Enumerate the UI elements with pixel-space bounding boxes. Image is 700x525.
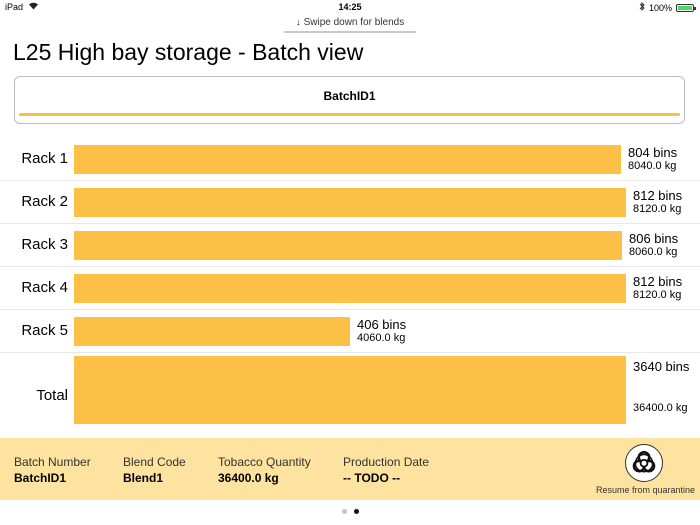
battery-percent: 100% — [648, 2, 672, 13]
rack-kg: 8120.0 kg — [633, 289, 682, 301]
rack-kg: 8120.0 kg — [633, 203, 682, 215]
batch-info-panel: Batch Number BatchID1 Blend Code Blend1 … — [0, 438, 700, 500]
rack-bar — [74, 274, 626, 303]
rack-row-2[interactable]: Rack 2 812 bins 8120.0 kg — [0, 181, 700, 224]
rack-label: Rack 2 — [21, 193, 68, 210]
swipe-handle[interactable] — [284, 31, 416, 33]
total-bins: 3640 bins — [633, 359, 690, 374]
rack-bins: 812 bins — [633, 274, 683, 289]
batch-number-label: Batch Number — [14, 455, 91, 469]
rack-kg: 4060.0 kg — [357, 332, 406, 344]
rack-bar — [74, 317, 350, 346]
tobacco-quantity-field: Tobacco Quantity 36400.0 kg — [218, 455, 311, 485]
resume-quarantine-control[interactable]: Resume from quarantine — [596, 444, 696, 495]
resume-quarantine-label: Resume from quarantine — [596, 485, 696, 495]
rack-row-1[interactable]: Rack 1 804 bins 8040.0 kg — [0, 138, 700, 181]
production-date-label: Production Date — [343, 455, 430, 469]
blend-code-label: Blend Code — [123, 455, 186, 469]
production-date-field: Production Date -- TODO -- — [343, 455, 429, 485]
blend-code-field: Blend Code Blend1 — [123, 455, 186, 485]
status-time: 14:25 — [338, 2, 362, 12]
rack-row-5[interactable]: Rack 5 406 bins 4060.0 kg — [0, 310, 700, 353]
bluetooth-icon — [639, 1, 645, 13]
blend-code-value: Blend1 — [123, 471, 164, 485]
rack-bins: 812 bins — [633, 188, 683, 203]
batch-card-label: BatchID1 — [323, 89, 376, 103]
batch-card[interactable]: BatchID1 — [14, 76, 685, 124]
status-bar: iPad 14:25 100% — [0, 0, 700, 16]
rack-kg: 8060.0 kg — [629, 246, 678, 258]
rack-bar — [74, 188, 626, 217]
rack-label: Rack 1 — [21, 150, 68, 167]
rack-bins: 804 bins — [628, 145, 678, 160]
rack-bins: 406 bins — [357, 317, 407, 332]
batch-card-accent — [19, 113, 680, 116]
rack-bar — [74, 145, 621, 174]
swipe-hint[interactable]: ↓ Swipe down for blends — [295, 17, 405, 28]
rack-bar — [74, 231, 622, 260]
rack-label: Rack 3 — [21, 236, 68, 253]
total-kg: 36400.0 kg — [633, 402, 688, 414]
total-bar — [74, 356, 626, 424]
rack-label: Rack 5 — [21, 322, 68, 339]
batch-number-field: Batch Number BatchID1 — [14, 455, 91, 485]
biohazard-icon — [632, 451, 656, 473]
device-name: iPad — [5, 2, 24, 12]
rack-label: Rack 4 — [21, 279, 68, 296]
tobacco-quantity-label: Tobacco Quantity — [218, 455, 311, 469]
rack-kg: 8040.0 kg — [628, 160, 677, 172]
page-indicator[interactable] — [0, 509, 700, 514]
page-dot-2[interactable] — [353, 509, 359, 514]
page-dot-1[interactable] — [341, 509, 347, 514]
total-label: Total — [36, 387, 68, 404]
production-date-value: -- TODO -- — [343, 471, 401, 485]
rack-list: Rack 1 804 bins 8040.0 kg Rack 2 812 bin… — [0, 138, 700, 443]
battery-icon — [676, 3, 696, 12]
rack-row-4[interactable]: Rack 4 812 bins 8120.0 kg — [0, 267, 700, 310]
page-title: L25 High bay storage - Batch view — [13, 39, 364, 65]
resume-quarantine-button[interactable] — [625, 444, 663, 482]
total-row[interactable]: Total 3640 bins 36400.0 kg — [0, 353, 700, 443]
rack-row-3[interactable]: Rack 3 806 bins 8060.0 kg — [0, 224, 700, 267]
tobacco-quantity-value: 36400.0 kg — [218, 471, 279, 485]
batch-number-value: BatchID1 — [14, 471, 67, 485]
rack-bins: 806 bins — [629, 231, 679, 246]
wifi-icon — [28, 2, 39, 12]
